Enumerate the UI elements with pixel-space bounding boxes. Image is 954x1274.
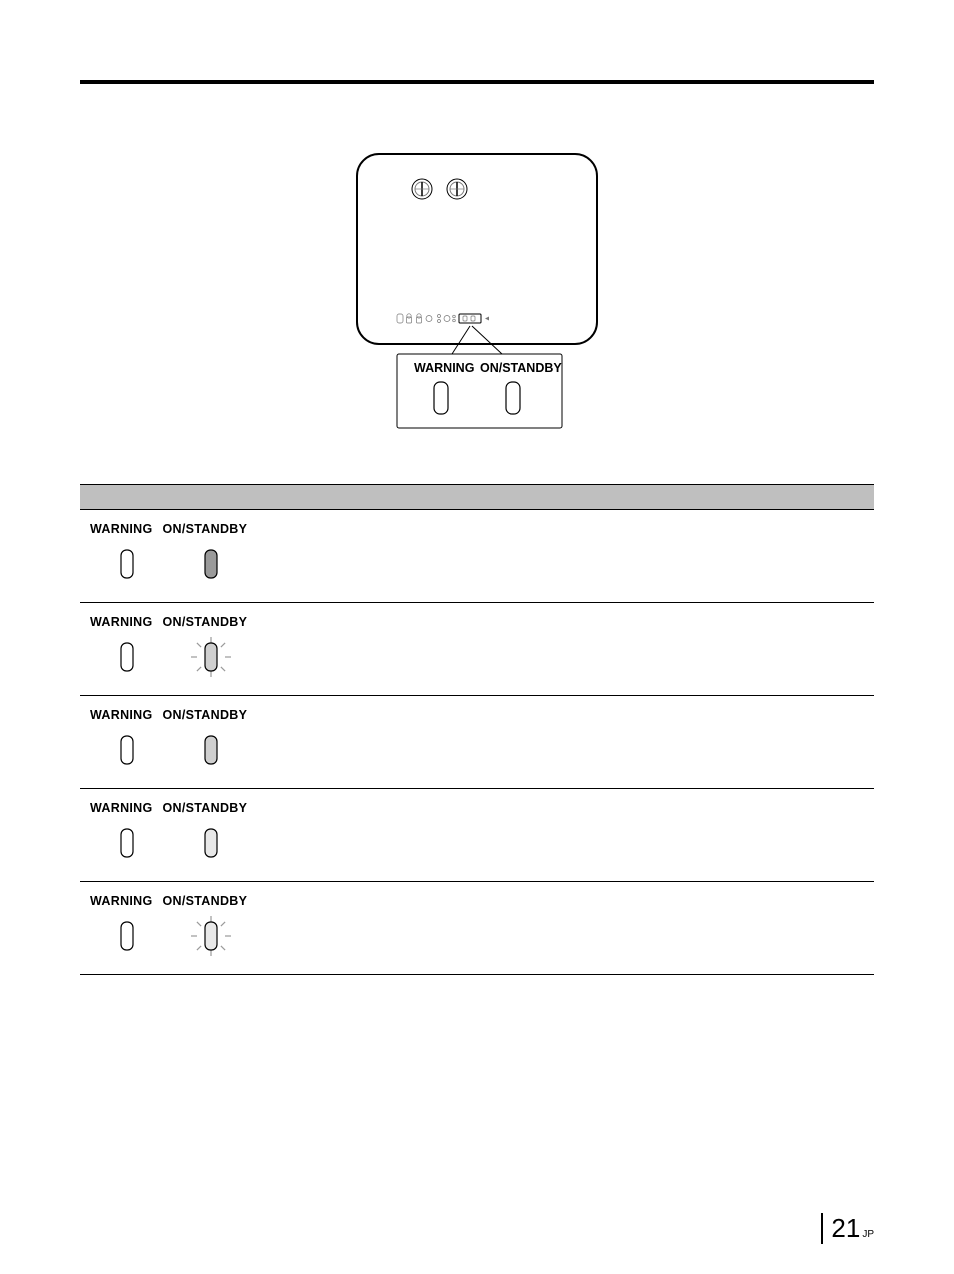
standby-label: ON/STANDBY [163,615,248,629]
indicator-row: WARNING ON/STANDBY [80,603,874,696]
warning-led [107,730,147,770]
standby-led [191,823,231,863]
indicator-cell: WARNING ON/STANDBY [90,894,247,956]
top-rule [80,80,874,84]
table-header [80,484,874,510]
page-number: 21 JP [821,1213,874,1244]
standby-label: ON/STANDBY [163,708,248,722]
callout-line-right [472,326,502,354]
warning-led [107,916,147,956]
callout-standby-label: ON/STANDBY [480,361,562,375]
standby-led [191,730,231,770]
standby-led [191,916,231,956]
page-number-value: 21 [831,1213,860,1244]
indicator-labels: WARNING ON/STANDBY [90,708,247,722]
indicator-row: WARNING ON/STANDBY [80,882,874,975]
indicator-labels: WARNING ON/STANDBY [90,615,247,629]
callout-led-standby [506,382,520,414]
indicator-cell: WARNING ON/STANDBY [90,522,247,584]
indicator-cell: WARNING ON/STANDBY [90,708,247,770]
indicator-leds [107,637,231,677]
standby-label: ON/STANDBY [163,801,248,815]
indicator-labels: WARNING ON/STANDBY [90,522,247,536]
device-svg: WARNING ON/STANDBY [342,144,612,444]
callout-line-left [452,326,470,354]
device-diagram: WARNING ON/STANDBY [80,144,874,444]
indicator-row: WARNING ON/STANDBY [80,789,874,882]
control-strip [397,314,489,323]
dial-right [447,179,467,199]
warning-led [107,544,147,584]
indicator-labels: WARNING ON/STANDBY [90,894,247,908]
indicator-cell: WARNING ON/STANDBY [90,801,247,863]
callout-warning-label: WARNING [414,361,474,375]
warning-label: WARNING [90,522,153,536]
indicator-table: WARNING ON/STANDBY WARNING ON/STANDBY [80,484,874,975]
page-number-sup: JP [862,1229,874,1240]
indicator-labels: WARNING ON/STANDBY [90,801,247,815]
indicator-leds [107,916,231,956]
warning-label: WARNING [90,894,153,908]
indicator-leds [107,730,231,770]
indicator-row: WARNING ON/STANDBY [80,696,874,789]
callout-led-warning [434,382,448,414]
standby-led [191,637,231,677]
standby-label: ON/STANDBY [163,894,248,908]
warning-label: WARNING [90,708,153,722]
indicator-leds [107,544,231,584]
indicator-row: WARNING ON/STANDBY [80,510,874,603]
standby-led [191,544,231,584]
indicator-cell: WARNING ON/STANDBY [90,615,247,677]
warning-label: WARNING [90,615,153,629]
dial-left [412,179,432,199]
device-outline [357,154,597,344]
warning-label: WARNING [90,801,153,815]
warning-led [107,637,147,677]
standby-label: ON/STANDBY [163,522,248,536]
indicator-leds [107,823,231,863]
warning-led [107,823,147,863]
